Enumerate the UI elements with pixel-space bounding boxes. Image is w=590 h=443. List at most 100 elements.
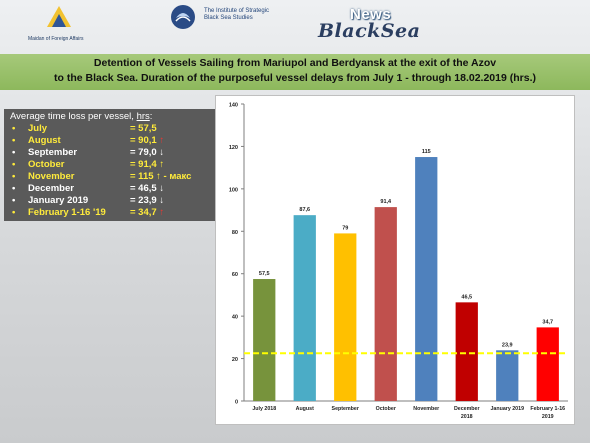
average-row-month: July xyxy=(28,123,48,134)
title-banner: Detention of Vessels Sailing from Mariup… xyxy=(0,54,590,90)
average-row-month: November xyxy=(28,171,75,182)
bar-value-label: 79 xyxy=(342,225,348,231)
heading-unit: hrs xyxy=(136,111,150,122)
maidan-logo: Maidan of Foreign Affairs xyxy=(28,4,108,48)
maidan-logo-icon xyxy=(47,6,71,27)
y-tick-label: 120 xyxy=(229,145,238,151)
y-tick-label: 20 xyxy=(232,357,238,363)
trend-arrow-icon: ↑ xyxy=(156,159,165,170)
average-row: • November = 115 ↑ - макс xyxy=(4,171,215,183)
bar xyxy=(455,302,478,401)
blacksea-news-logo: News BlackSea xyxy=(318,6,428,42)
institute-logo-icon xyxy=(171,5,195,29)
average-row: • January 2019 = 23,9 ↓ xyxy=(4,195,215,207)
y-tick-label: 100 xyxy=(229,187,238,193)
x-category-label: February 1-16 xyxy=(530,406,565,412)
header: Maidan of Foreign Affairs The Institute … xyxy=(0,0,590,50)
bullet-icon: • xyxy=(12,171,16,182)
average-row-number: = 79,0 xyxy=(130,147,157,158)
x-category-label: September xyxy=(332,406,359,412)
x-category-label: December xyxy=(454,406,480,412)
trend-arrow-icon: ↓ xyxy=(156,183,165,194)
x-category-label: July 2018 xyxy=(252,406,276,412)
average-row-number: = 57,5 xyxy=(130,123,157,134)
page-title-line-1: Detention of Vessels Sailing from Mariup… xyxy=(93,57,497,69)
average-row-value: = 23,9 ↓ xyxy=(130,195,164,206)
average-row-month: September xyxy=(28,147,78,158)
x-category-label: November xyxy=(413,406,439,412)
chart-svg: 0 20 40 60 80 100 120 140 57,5 July 2018 87,6 Augus… xyxy=(229,103,568,420)
bar-chart: 0 20 40 60 80 100 120 140 57,5 July 2018 87,6 Augus… xyxy=(215,95,575,425)
bar xyxy=(374,207,397,401)
bullet-icon: • xyxy=(12,159,16,170)
heading-suffix: : xyxy=(149,111,153,122)
institute-logo: The Institute of Strategic Black Sea Stu… xyxy=(170,4,270,48)
trend-arrow-icon: ↓ xyxy=(156,147,165,158)
x-category-label: 2018 xyxy=(461,414,473,420)
average-row-number: = 23,9 xyxy=(130,195,157,206)
bullet-icon: • xyxy=(12,195,16,206)
average-row-value: = 57,5 xyxy=(130,123,157,134)
x-category-label: August xyxy=(296,406,314,412)
y-tick-label: 0 xyxy=(235,400,238,406)
bar xyxy=(496,350,519,401)
average-row-number: = 91,4 xyxy=(130,159,157,170)
bullet-icon: • xyxy=(12,183,16,194)
average-time-box: Average time loss per vessel, hrs: • July… xyxy=(4,109,215,221)
average-row-number: = 90,1 xyxy=(130,135,157,146)
average-row-month: August xyxy=(28,135,61,146)
y-tick-label: 80 xyxy=(232,230,238,236)
average-box-heading: Average time loss per vessel, hrs: xyxy=(10,111,152,122)
average-row-number: = 115 xyxy=(130,171,154,182)
bar-value-label: 23,9 xyxy=(502,342,513,348)
x-category-label: 2019 xyxy=(542,414,554,420)
trend-arrow-icon: ↑ xyxy=(156,207,165,218)
bar xyxy=(334,233,357,401)
trend-arrow-icon: ↑ xyxy=(156,135,165,146)
bar-value-label: 115 xyxy=(422,149,431,155)
bullet-icon: • xyxy=(12,207,16,218)
bar xyxy=(536,327,559,401)
average-row-value: = 34,7 ↑ xyxy=(130,207,164,218)
average-row: • December = 46,5 ↓ xyxy=(4,183,215,195)
maidan-logo-text: Maidan of Foreign Affairs xyxy=(28,36,84,42)
y-tick-label: 60 xyxy=(232,272,238,278)
bar-value-label: 87,6 xyxy=(299,207,310,213)
logo-news-text: News xyxy=(350,6,392,23)
average-row-value: = 90,1 ↑ xyxy=(130,135,164,146)
average-row: • August = 90,1 ↑ xyxy=(4,135,215,147)
average-row-number: = 46,5 xyxy=(130,183,157,194)
bar xyxy=(293,215,316,401)
average-row: • October = 91,4 ↑ xyxy=(4,159,215,171)
heading-prefix: Average time loss per vessel, xyxy=(10,111,137,122)
institute-logo-text: The Institute of Strategic Black Sea Stu… xyxy=(204,8,270,21)
bullet-icon: • xyxy=(12,135,16,146)
x-category-label: October xyxy=(376,406,396,412)
y-tick-label: 40 xyxy=(232,315,238,321)
average-row-month: February 1-16 '19 xyxy=(28,207,106,218)
bar xyxy=(415,157,438,401)
bar-value-label: 91,4 xyxy=(380,199,392,205)
bullet-icon: • xyxy=(12,147,16,158)
trend-arrow-icon: ↑ - макс xyxy=(153,171,192,182)
average-row: • September = 79,0 ↓ xyxy=(4,147,215,159)
average-row: • July = 57,5 xyxy=(4,123,215,135)
bar-value-label: 34,7 xyxy=(542,319,553,325)
y-tick-label: 140 xyxy=(229,103,238,109)
average-row-value: = 115 ↑ - макс xyxy=(130,171,191,182)
x-category-label: January 2019 xyxy=(490,406,524,412)
average-row-month: December xyxy=(28,183,74,194)
page-title-line-2: to the Black Sea. Duration of the purpos… xyxy=(54,72,536,84)
average-row-number: = 34,7 xyxy=(130,207,157,218)
bullet-icon: • xyxy=(12,123,16,134)
bar-value-label: 57,5 xyxy=(259,271,270,277)
bar xyxy=(253,279,276,401)
trend-arrow-icon: ↓ xyxy=(156,195,165,206)
average-row-value: = 79,0 ↓ xyxy=(130,147,164,158)
average-row: • February 1-16 '19 = 34,7 ↑ xyxy=(4,207,215,219)
average-row-value: = 91,4 ↑ xyxy=(130,159,164,170)
average-row-month: January 2019 xyxy=(28,195,89,206)
bar-value-label: 46,5 xyxy=(461,294,472,300)
average-row-month: October xyxy=(28,159,65,170)
average-row-value: = 46,5 ↓ xyxy=(130,183,164,194)
